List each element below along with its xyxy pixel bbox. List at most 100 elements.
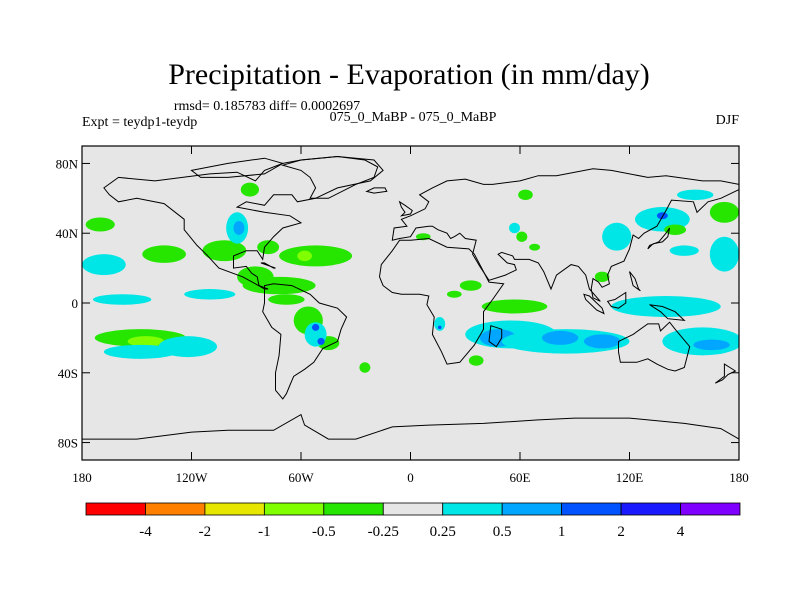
- chart-title: Precipitation - Evaporation (in mm/day): [168, 58, 650, 91]
- anomaly-12: [240, 182, 260, 197]
- coastline-11: [488, 325, 503, 348]
- coastline-10: [398, 200, 413, 217]
- x-tick-label: 180: [729, 470, 749, 485]
- coastline-5: [82, 413, 739, 460]
- colorbar-swatch: [561, 502, 622, 516]
- experiment-label: Expt = teydp1-teydp: [82, 115, 197, 130]
- colorbar-label: 0.25: [430, 524, 456, 540]
- colorbar-label: -0.25: [368, 524, 399, 540]
- anomaly-2: [92, 294, 152, 305]
- anomaly-22: [311, 323, 320, 331]
- coastline-1: [262, 283, 348, 400]
- anomaly-18: [268, 294, 305, 305]
- anomaly-layer: [82, 182, 739, 373]
- colorbar-label: 0.5: [493, 524, 512, 540]
- coastline-14: [649, 304, 686, 322]
- coastline-3: [391, 168, 739, 302]
- colorbar-swatch: [680, 502, 741, 516]
- anomaly-44: [709, 236, 739, 272]
- colorbar-swatch: [620, 502, 681, 516]
- anomaly-43: [669, 245, 699, 256]
- anomaly-42: [602, 222, 632, 251]
- y-tick-label: 80S: [58, 436, 78, 451]
- coastline-7: [190, 157, 285, 178]
- anomaly-4: [127, 336, 165, 347]
- anomaly-5: [103, 344, 177, 359]
- y-tick-label: 40N: [56, 226, 79, 241]
- colorbar-swatch: [85, 502, 146, 516]
- anomaly-26: [434, 316, 446, 331]
- anomaly-0: [82, 254, 126, 276]
- coastline-4: [618, 321, 691, 372]
- colorbar-swatch: [323, 502, 384, 516]
- colorbar-swatch: [204, 502, 265, 516]
- coastline-16: [714, 363, 737, 384]
- anomaly-11: [233, 221, 245, 235]
- anomaly-51: [516, 231, 528, 242]
- stats-line: rmsd= 0.185783 diff= 0.0002697: [174, 99, 360, 114]
- anomaly-23: [317, 337, 325, 345]
- anomaly-6: [158, 336, 218, 358]
- anomaly-1: [85, 217, 115, 232]
- anomaly-34: [541, 330, 579, 345]
- anomaly-36: [468, 355, 484, 366]
- x-axis: 180 120W 60W 0 60E 120E 180: [72, 146, 749, 485]
- anomaly-49: [518, 189, 533, 201]
- anomaly-9: [184, 289, 236, 300]
- colorbar-label: 1: [558, 524, 566, 540]
- colorbar: -4 -2 -1 -0.5 -0.25 0.25 0.5 1 2 4: [85, 502, 741, 540]
- y-tick-label: 0: [72, 296, 79, 311]
- coastline-12: [583, 293, 605, 315]
- coastline-9: [365, 187, 388, 194]
- colorbar-swatch: [382, 502, 444, 516]
- anomaly-47: [664, 224, 687, 235]
- colorbar-swatch: [442, 502, 503, 516]
- anomaly-37: [611, 296, 721, 317]
- coastline-15: [260, 262, 276, 269]
- y-tick-label: 80N: [56, 156, 79, 171]
- anomaly-27: [437, 325, 442, 330]
- colorbar-swatch: [501, 502, 563, 516]
- anomaly-13: [257, 240, 280, 255]
- anomaly-17: [297, 250, 312, 262]
- anomaly-28: [459, 280, 482, 291]
- coastline-2: [378, 237, 505, 365]
- x-tick-label: 180: [72, 470, 92, 485]
- x-tick-label: 0: [407, 470, 414, 485]
- colorbar-label: -0.5: [312, 524, 336, 540]
- colorbar-label: 2: [617, 524, 625, 540]
- anomaly-41: [656, 212, 668, 220]
- colorbar-swatch: [263, 502, 325, 516]
- coastline-layer: [82, 155, 739, 460]
- coastline-0: [103, 155, 384, 290]
- x-tick-label: 60W: [288, 470, 314, 485]
- anomaly-48: [594, 271, 610, 283]
- anomaly-50: [509, 222, 520, 234]
- season-label: DJF: [716, 113, 740, 128]
- y-tick-label: 40S: [58, 366, 78, 381]
- anomaly-30: [481, 299, 548, 314]
- anomaly-7: [142, 245, 187, 263]
- anomaly-46: [709, 201, 739, 223]
- x-tick-label: 60E: [510, 470, 531, 485]
- y-axis: 80N 40N 0 40S 80S: [56, 156, 739, 451]
- x-tick-label: 120E: [616, 470, 644, 485]
- anomaly-45: [676, 189, 714, 201]
- coastline-8: [647, 227, 671, 250]
- anomaly-29: [447, 290, 462, 298]
- anomaly-15: [242, 276, 316, 295]
- anomaly-52: [529, 243, 541, 251]
- anomaly-39: [693, 339, 730, 351]
- anomaly-8: [202, 240, 247, 262]
- anomaly-16: [279, 245, 353, 267]
- coastline-13: [606, 291, 627, 309]
- colorbar-swatch: [145, 502, 206, 516]
- x-tick-label: 120W: [176, 470, 209, 485]
- anomaly-24: [359, 362, 371, 373]
- colorbar-label: -1: [258, 524, 271, 540]
- coastline-6: [280, 155, 379, 199]
- colorbar-label: -4: [139, 524, 152, 540]
- comparison-label: 075_0_MaBP - 075_0_MaBP: [330, 110, 497, 125]
- coastline-17: [629, 271, 641, 292]
